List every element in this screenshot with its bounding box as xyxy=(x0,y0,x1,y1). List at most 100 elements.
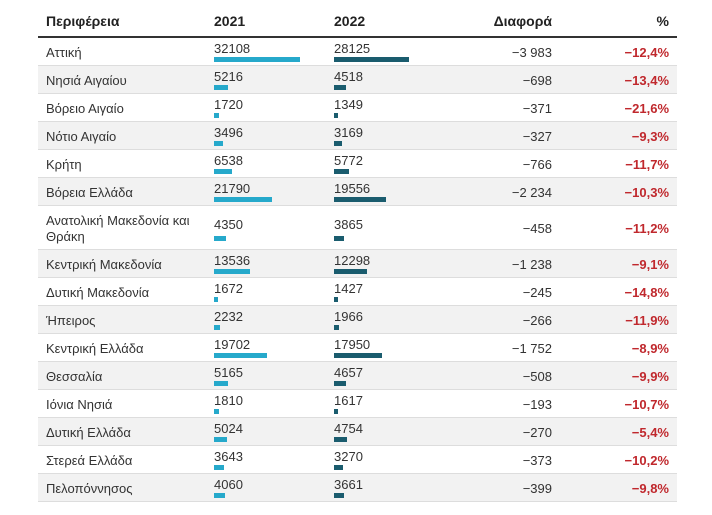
header-difference: Διαφορά xyxy=(493,13,552,29)
region-label: Βόρεια Ελλάδα xyxy=(46,185,133,200)
region-label: Δυτική Μακεδονία xyxy=(46,285,150,300)
table-row: Αττική 32108 28125 −3 983 −12,4% xyxy=(38,38,677,66)
value-2021: 3496 xyxy=(214,125,243,140)
value-2021: 19702 xyxy=(214,337,251,352)
region-label: Πελοπόννησος xyxy=(46,481,133,496)
value-2022: 4754 xyxy=(334,421,363,436)
value-2022: 4657 xyxy=(334,365,363,380)
bar-2021 xyxy=(214,141,223,146)
table-row: Βόρεια Ελλάδα 21790 19556 −2 234 −10,3% xyxy=(38,178,677,206)
region-label: Θεσσαλία xyxy=(46,369,103,384)
difference-value: −2 234 xyxy=(511,185,552,200)
table-row: Πελοπόννησος 4060 3661 −399 −9,8% xyxy=(38,474,677,502)
bar-2021 xyxy=(214,325,220,330)
value-2022: 19556 xyxy=(334,181,371,196)
value-2022: 12298 xyxy=(334,253,371,268)
region-label: Κρήτη xyxy=(46,157,82,172)
value-2022: 1427 xyxy=(334,281,363,296)
data-table: Περιφέρεια 2021 2022 Διαφορά % Αττική 321… xyxy=(38,0,677,502)
value-2021: 5024 xyxy=(214,421,243,436)
percent-change: −9,8% xyxy=(631,481,669,496)
value-2021: 4060 xyxy=(214,477,243,492)
bar-2021 xyxy=(214,437,227,442)
value-2022: 4518 xyxy=(334,69,363,84)
percent-change: −5,4% xyxy=(631,425,669,440)
region-label: Ιόνια Νησιά xyxy=(46,397,113,412)
bar-2021 xyxy=(214,493,225,498)
difference-value: −399 xyxy=(522,481,552,496)
value-2021: 3643 xyxy=(214,449,243,464)
value-2021: 1810 xyxy=(214,393,243,408)
difference-value: −327 xyxy=(522,129,552,144)
table-row: Ανατολική Μακεδονία και Θράκη 4350 3865 −45… xyxy=(38,206,677,250)
value-2021: 1672 xyxy=(214,281,243,296)
table-row: Θεσσαλία 5165 4657 −508 −9,9% xyxy=(38,362,677,390)
bar-2022 xyxy=(334,381,346,386)
value-2022: 1966 xyxy=(334,309,363,324)
bar-2021 xyxy=(214,169,232,174)
bar-2022 xyxy=(334,197,386,202)
value-2022: 3169 xyxy=(334,125,363,140)
percent-change: −14,8% xyxy=(624,285,669,300)
table-row: Κεντρική Μακεδονία 13536 12298 −1 238 −9,1% xyxy=(38,250,677,278)
header-2022: 2022 xyxy=(334,13,366,29)
bar-2022 xyxy=(334,437,347,442)
region-label: Βόρειο Αιγαίο xyxy=(46,101,124,116)
percent-change: −12,4% xyxy=(624,45,669,60)
value-2022: 3865 xyxy=(334,217,363,232)
value-2021: 21790 xyxy=(214,181,251,196)
difference-value: −698 xyxy=(522,73,552,88)
region-label: Νησιά Αιγαίου xyxy=(46,73,127,88)
bar-2021 xyxy=(214,113,219,118)
percent-change: −10,3% xyxy=(624,185,669,200)
value-2022: 1617 xyxy=(334,393,363,408)
table-header: Περιφέρεια 2021 2022 Διαφορά % xyxy=(38,0,677,38)
percent-change: −11,2% xyxy=(625,221,669,236)
bar-2021 xyxy=(214,85,228,90)
bar-2022 xyxy=(334,236,344,241)
difference-value: −373 xyxy=(522,453,552,468)
difference-value: −193 xyxy=(522,397,552,412)
value-2022: 17950 xyxy=(334,337,371,352)
value-2021: 13536 xyxy=(214,253,251,268)
value-2021: 32108 xyxy=(214,41,251,56)
difference-value: −1 238 xyxy=(511,257,552,272)
percent-change: −21,6% xyxy=(624,101,669,116)
value-2021: 5165 xyxy=(214,365,243,380)
bar-2021 xyxy=(214,269,250,274)
percent-change: −11,9% xyxy=(625,313,669,328)
region-label: Αττική xyxy=(46,45,82,60)
table-row: Ήπειρος 2232 1966 −266 −11,9% xyxy=(38,306,677,334)
table-row: Βόρειο Αιγαίο 1720 1349 −371 −21,6% xyxy=(38,94,677,122)
value-2022: 5772 xyxy=(334,153,363,168)
region-label: Κεντρική Ελλάδα xyxy=(46,341,144,356)
value-2021: 5216 xyxy=(214,69,243,84)
bar-2022 xyxy=(334,169,349,174)
region-label: Ανατολική Μακεδονία και Θράκη xyxy=(46,213,190,244)
table-row: Κεντρική Ελλάδα 19702 17950 −1 752 −8,9% xyxy=(38,334,677,362)
table-row: Ιόνια Νησιά 1810 1617 −193 −10,7% xyxy=(38,390,677,418)
difference-value: −245 xyxy=(522,285,552,300)
bar-2021 xyxy=(214,297,218,302)
value-2021: 1720 xyxy=(214,97,243,112)
bar-2021 xyxy=(214,353,267,358)
percent-change: −10,7% xyxy=(624,397,669,412)
bar-2022 xyxy=(334,409,338,414)
table-row: Δυτική Μακεδονία 1672 1427 −245 −14,8% xyxy=(38,278,677,306)
difference-value: −270 xyxy=(522,425,552,440)
percent-change: −9,1% xyxy=(631,257,669,272)
table-row: Κρήτη 6538 5772 −766 −11,7% xyxy=(38,150,677,178)
region-label: Δυτική Ελλάδα xyxy=(46,425,131,440)
difference-value: −458 xyxy=(522,221,552,236)
bar-2022 xyxy=(334,141,342,146)
bar-2022 xyxy=(334,269,367,274)
percent-change: −13,4% xyxy=(624,73,669,88)
region-label: Κεντρική Μακεδονία xyxy=(46,257,162,272)
region-label: Στερεά Ελλάδα xyxy=(46,453,133,468)
difference-value: −766 xyxy=(522,157,552,172)
difference-value: −266 xyxy=(522,313,552,328)
value-2022: 1349 xyxy=(334,97,363,112)
header-2021: 2021 xyxy=(214,13,246,29)
table-row: Νησιά Αιγαίου 5216 4518 −698 −13,4% xyxy=(38,66,677,94)
bar-2022 xyxy=(334,353,382,358)
